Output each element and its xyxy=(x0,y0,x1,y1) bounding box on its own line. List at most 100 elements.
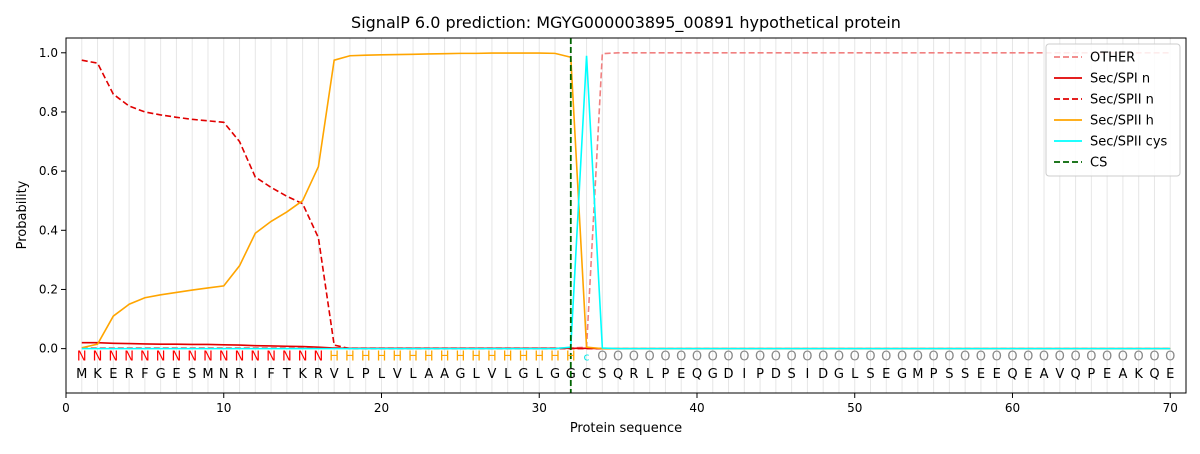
region-label: O xyxy=(818,349,828,364)
region-label: H xyxy=(566,349,576,364)
residue-label: E xyxy=(1103,367,1111,382)
series-line-sec-spii-cys xyxy=(81,55,1171,350)
region-label: H xyxy=(550,349,560,364)
region-label: N xyxy=(93,349,103,364)
residue-label: L xyxy=(646,367,654,382)
residue-label: P xyxy=(1087,367,1095,382)
residue-label: V xyxy=(330,367,339,382)
region-label: O xyxy=(787,349,797,364)
region-label: O xyxy=(692,349,702,364)
region-label: O xyxy=(645,349,655,364)
region-label: O xyxy=(660,349,670,364)
residue-label: L xyxy=(536,367,544,382)
region-label: O xyxy=(755,349,765,364)
residue-label: L xyxy=(473,367,481,382)
residue-label: C xyxy=(582,367,591,382)
x-tick-label: 10 xyxy=(216,401,231,415)
residue-label: S xyxy=(866,367,874,382)
legend-label: CS xyxy=(1090,156,1107,171)
x-axis-label: Protein sequence xyxy=(570,421,682,436)
region-label: N xyxy=(266,349,276,364)
region-label: N xyxy=(250,349,260,364)
y-tick-label: 0.2 xyxy=(39,282,58,296)
residue-label: R xyxy=(629,367,638,382)
series-layer xyxy=(81,38,1171,393)
residue-label: I xyxy=(742,367,746,382)
residue-label: K xyxy=(93,367,102,382)
region-label: H xyxy=(471,349,481,364)
region-label: H xyxy=(361,349,371,364)
residue-label: F xyxy=(267,367,274,382)
region-label: O xyxy=(1118,349,1128,364)
region-label: N xyxy=(203,349,213,364)
region-label: O xyxy=(850,349,860,364)
residue-label: A xyxy=(424,367,433,382)
residue-label: G xyxy=(518,367,528,382)
region-label: O xyxy=(1102,349,1112,364)
residue-label: S xyxy=(788,367,796,382)
y-axis-label: Probability xyxy=(15,180,30,249)
residue-label: S xyxy=(945,367,953,382)
residue-label: G xyxy=(708,367,718,382)
region-label: O xyxy=(1055,349,1065,364)
region-label: H xyxy=(455,349,465,364)
residue-label: R xyxy=(314,367,323,382)
residue-label: V xyxy=(487,367,496,382)
residue-label: E xyxy=(109,367,117,382)
region-label: H xyxy=(487,349,497,364)
region-label: O xyxy=(960,349,970,364)
x-tick-label: 60 xyxy=(1005,401,1020,415)
region-label: N xyxy=(219,349,229,364)
residue-label: G xyxy=(455,367,465,382)
region-label: N xyxy=(235,349,245,364)
region-label: O xyxy=(676,349,686,364)
region-label: O xyxy=(629,349,639,364)
residue-label: G xyxy=(834,367,844,382)
residue-label: Q xyxy=(1149,367,1159,382)
region-label: O xyxy=(1165,349,1175,364)
residue-label: G xyxy=(566,367,576,382)
residue-label: A xyxy=(1040,367,1049,382)
residue-label: D xyxy=(724,367,734,382)
region-label: N xyxy=(282,349,292,364)
residue-label: P xyxy=(756,367,764,382)
residue-label: A xyxy=(1118,367,1127,382)
series-line-sec-spii-n xyxy=(81,59,1171,350)
region-label: H xyxy=(408,349,418,364)
residue-label: E xyxy=(882,367,890,382)
residue-label: Q xyxy=(692,367,702,382)
region-label: O xyxy=(739,349,749,364)
residue-label: S xyxy=(961,367,969,382)
residue-label: V xyxy=(1055,367,1064,382)
region-label: H xyxy=(424,349,434,364)
residue-label: Q xyxy=(1007,367,1017,382)
residue-label: A xyxy=(440,367,449,382)
region-label: H xyxy=(534,349,544,364)
residue-label: Q xyxy=(613,367,623,382)
region-label: O xyxy=(597,349,607,364)
x-tick-label: 70 xyxy=(1163,401,1178,415)
residue-label: G xyxy=(897,367,907,382)
x-tick-label: 30 xyxy=(532,401,547,415)
x-tick-label: 0 xyxy=(62,401,70,415)
residue-label: E xyxy=(993,367,1001,382)
residue-label: I xyxy=(253,367,257,382)
region-label: O xyxy=(708,349,718,364)
y-tick-label: 0.6 xyxy=(39,164,58,178)
residue-label: E xyxy=(677,367,685,382)
residue-label: E xyxy=(172,367,180,382)
region-label: c xyxy=(584,350,590,363)
residue-label: R xyxy=(235,367,244,382)
residue-label: D xyxy=(818,367,828,382)
region-label: O xyxy=(992,349,1002,364)
region-label: O xyxy=(865,349,875,364)
residue-label: E xyxy=(977,367,985,382)
plot-frame xyxy=(65,37,1187,394)
residue-label: M xyxy=(202,367,213,382)
sequence-labels: NMNKNENRNFNGNENSNMNNNRNINFNTNKNRHVHLHPHL… xyxy=(76,349,1175,382)
residue-label: K xyxy=(298,367,307,382)
residue-label: T xyxy=(282,367,291,382)
residue-label: I xyxy=(805,367,809,382)
region-label: O xyxy=(1070,349,1080,364)
